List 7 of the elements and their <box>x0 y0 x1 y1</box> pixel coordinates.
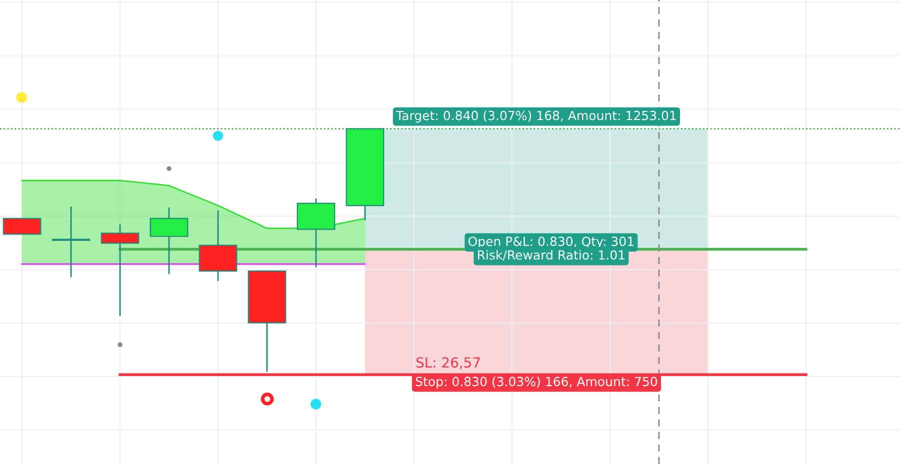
text: Risk/Reward Ratio: 1.01 <box>478 250 624 261</box>
text: Target: 0.840 (3.07%) 168, Amount: 1253.01 <box>396 110 676 123</box>
candlestick <box>100 224 140 317</box>
text: Stop: 0.830 (3.03%) 166, Amount: 750 <box>416 376 658 389</box>
candlestick <box>52 206 90 278</box>
text: SL: 26,57 <box>416 357 480 370</box>
text: Open P&L: 0.830, Qty: 301 <box>468 236 634 248</box>
